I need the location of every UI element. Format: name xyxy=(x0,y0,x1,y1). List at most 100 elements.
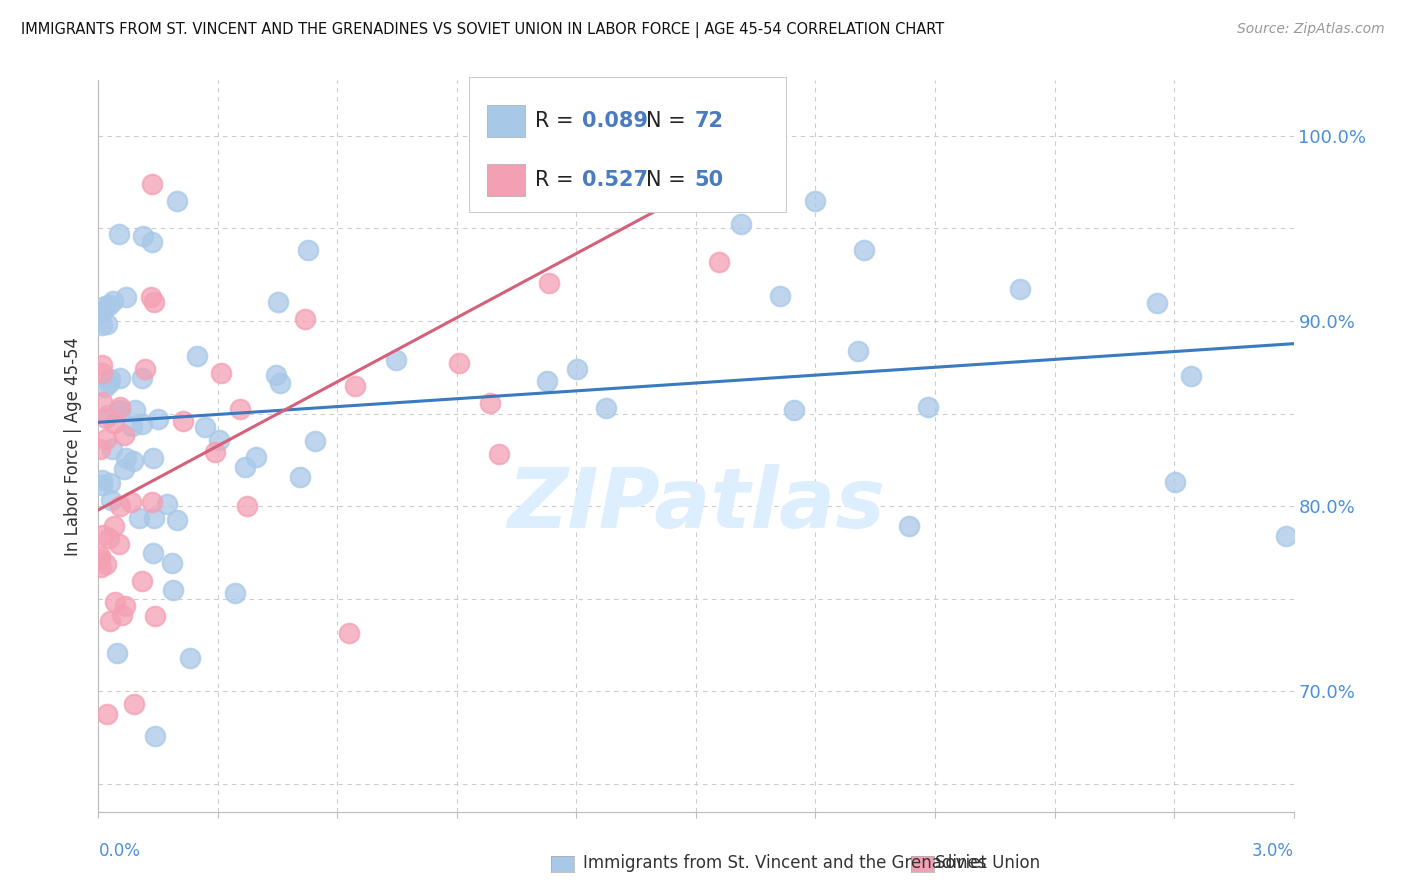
Text: 3.0%: 3.0% xyxy=(1251,842,1294,860)
Point xyxy=(122,453,145,467)
Point xyxy=(852,243,875,257)
Point xyxy=(108,404,131,418)
Point xyxy=(186,350,208,364)
Point xyxy=(90,366,112,380)
Point xyxy=(103,519,125,533)
Point xyxy=(194,419,217,434)
Point xyxy=(640,188,662,202)
Point xyxy=(105,646,128,660)
Text: 50: 50 xyxy=(695,169,724,190)
Point xyxy=(224,585,246,599)
Text: Soviet Union: Soviet Union xyxy=(935,855,1040,872)
Point xyxy=(97,376,120,390)
Point xyxy=(621,111,644,125)
Text: N =: N = xyxy=(645,112,692,131)
Text: 0.0%: 0.0% xyxy=(98,842,141,860)
Point xyxy=(267,295,290,310)
Point xyxy=(89,549,111,563)
Point xyxy=(108,400,131,414)
Point xyxy=(488,447,510,461)
Point xyxy=(97,408,120,422)
FancyBboxPatch shape xyxy=(486,163,524,196)
Point xyxy=(97,298,120,312)
Point xyxy=(209,366,232,380)
Point xyxy=(166,194,188,208)
Point xyxy=(112,427,135,442)
Point xyxy=(100,492,122,507)
Point xyxy=(100,372,122,386)
Point xyxy=(134,362,156,376)
Point xyxy=(108,371,131,385)
Text: 0.089: 0.089 xyxy=(582,112,648,131)
Point xyxy=(90,394,112,409)
Point xyxy=(233,459,256,474)
Point xyxy=(91,478,114,492)
Point xyxy=(595,401,617,416)
Point xyxy=(108,403,131,417)
Point xyxy=(179,650,201,665)
Point xyxy=(98,615,121,629)
Point xyxy=(101,294,124,309)
FancyBboxPatch shape xyxy=(470,77,786,212)
Point xyxy=(120,494,142,508)
Point xyxy=(132,228,155,243)
Point xyxy=(730,217,752,231)
Text: Source: ZipAtlas.com: Source: ZipAtlas.com xyxy=(1237,22,1385,37)
Point xyxy=(103,416,125,430)
Point xyxy=(846,344,869,359)
Point xyxy=(94,411,117,425)
Point xyxy=(98,475,121,490)
Point xyxy=(645,194,668,208)
Point xyxy=(98,531,121,545)
Point xyxy=(769,289,792,303)
Text: Immigrants from St. Vincent and the Grenadines: Immigrants from St. Vincent and the Gren… xyxy=(583,855,987,872)
Point xyxy=(89,442,111,456)
Point xyxy=(264,368,287,382)
Point xyxy=(91,318,114,332)
Point xyxy=(94,380,117,394)
Point xyxy=(343,379,366,393)
FancyBboxPatch shape xyxy=(486,105,524,137)
Point xyxy=(93,528,115,542)
Point xyxy=(93,299,115,313)
Text: R =: R = xyxy=(534,112,579,131)
Point xyxy=(565,362,588,376)
Point xyxy=(228,401,250,416)
Point xyxy=(384,353,406,368)
Point xyxy=(90,559,112,574)
Point xyxy=(128,510,150,524)
Point xyxy=(156,497,179,511)
Point xyxy=(142,546,165,560)
Text: ZIPatlas: ZIPatlas xyxy=(508,464,884,545)
Text: N =: N = xyxy=(645,169,692,190)
Point xyxy=(114,599,136,613)
Point xyxy=(538,276,561,290)
Text: 0.527: 0.527 xyxy=(582,169,648,190)
Point xyxy=(803,194,825,208)
Point xyxy=(96,432,118,446)
Point xyxy=(108,227,131,241)
Point xyxy=(294,312,316,326)
Point xyxy=(139,290,162,304)
Point xyxy=(709,255,731,269)
Point xyxy=(304,434,326,448)
Point xyxy=(143,609,166,624)
Y-axis label: In Labor Force | Age 45-54: In Labor Force | Age 45-54 xyxy=(65,336,83,556)
Point xyxy=(269,376,291,391)
Point xyxy=(1180,369,1202,384)
Point xyxy=(104,595,127,609)
Point xyxy=(672,111,695,125)
Point xyxy=(108,537,131,551)
Point xyxy=(131,574,153,588)
Point xyxy=(94,557,117,571)
Point xyxy=(142,450,165,465)
Point xyxy=(89,552,111,566)
Point xyxy=(492,143,515,157)
Point xyxy=(1164,475,1187,490)
Point xyxy=(96,707,118,722)
Point xyxy=(917,401,939,415)
Point xyxy=(536,374,558,388)
Point xyxy=(124,403,146,417)
Point xyxy=(297,243,319,257)
Point xyxy=(204,445,226,459)
